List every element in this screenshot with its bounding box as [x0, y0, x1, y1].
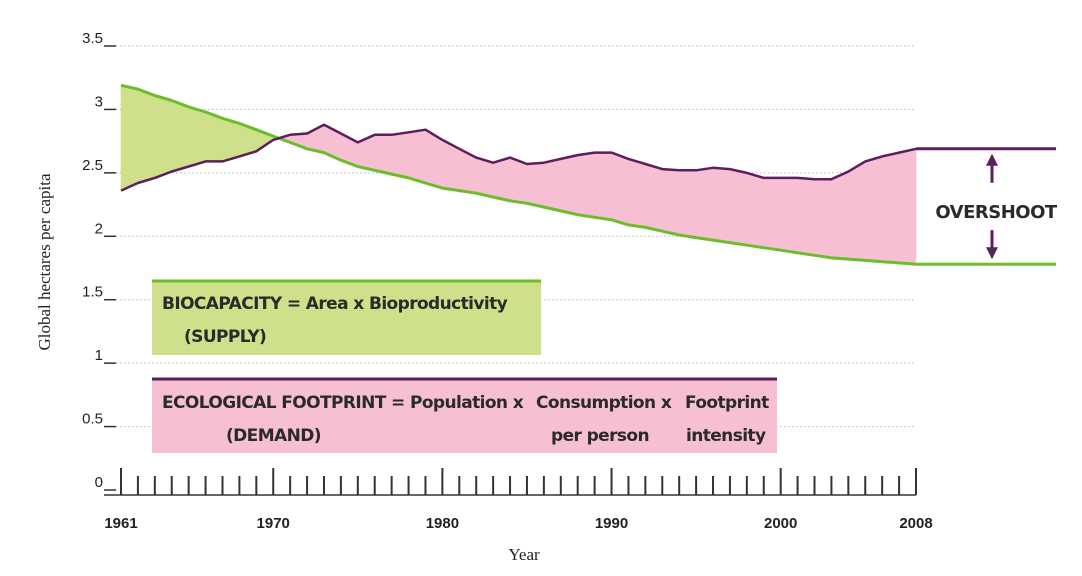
biocapacity-box-background [152, 280, 541, 355]
gap-area-segment [120, 84, 139, 192]
y-tick-label: 2 [95, 220, 103, 237]
gap-area-segment [577, 152, 595, 218]
x-axis-title: Year [508, 545, 540, 564]
x-tick-label: 1980 [426, 515, 459, 532]
overshoot-label: OVERSHOOT [935, 202, 1058, 223]
footprint-box: ECOLOGICAL FOOTPRINT = Population x (DEM… [152, 377, 777, 453]
gap-area-segment [408, 129, 426, 184]
axes [104, 468, 917, 496]
footprint-formula-intensity: Footprint [685, 393, 769, 413]
gap-area-segment [526, 162, 545, 208]
gap-area-segment [391, 131, 409, 179]
gap-area-segment [848, 160, 866, 261]
biocapacity-supply: (SUPPLY) [184, 327, 266, 347]
biocapacity-line [120, 83, 917, 266]
x-tick-label: 1961 [104, 515, 137, 532]
gap-area-segment [898, 148, 917, 265]
y-tick-label: 0 [95, 474, 103, 491]
gap-area-segment [154, 95, 173, 179]
gap-area-segment [814, 178, 832, 259]
gap-area-segment [797, 177, 815, 256]
gap-area-segment [661, 168, 680, 236]
arrow-down-icon [986, 247, 998, 260]
gap-area-segment [475, 157, 494, 198]
chart-lines [120, 83, 917, 266]
x-tick-label: 2008 [899, 515, 932, 532]
footprint-formula-left: ECOLOGICAL FOOTPRINT = Population x [162, 393, 524, 413]
gap-area-segment [543, 158, 562, 212]
gap-area-segment [492, 157, 511, 202]
gap-area-segment [611, 152, 629, 226]
footprint-line [120, 123, 917, 192]
gap-area-segment [509, 157, 528, 204]
gap-area-segment [205, 111, 223, 162]
gap-area-segment [222, 117, 240, 162]
gap-area-segment [712, 167, 731, 243]
gap-area-segment [594, 152, 612, 221]
gap-area-segment [171, 100, 189, 172]
y-tick-label: 2.5 [82, 157, 103, 174]
gap-area-segment [746, 172, 765, 249]
chart-areas [120, 84, 917, 265]
footprint-intensity: intensity [686, 426, 766, 446]
footprint-formula-consumption: Consumption x [536, 393, 672, 413]
gap-area-segment [831, 171, 849, 260]
x-tick-label: 1970 [257, 515, 290, 532]
gap-area-segment [678, 170, 697, 238]
footprint-per-person: per person [551, 426, 649, 446]
footprint-demand: (DEMAND) [226, 426, 321, 446]
gap-area-segment [628, 158, 646, 228]
x-tick-label: 1990 [595, 515, 628, 532]
gap-area-segment [729, 168, 748, 246]
y-tick-label: 1 [95, 347, 103, 364]
gap-area-segment [645, 163, 663, 232]
y-tick-label: 0.5 [82, 411, 103, 428]
gap-area-segment [695, 167, 714, 241]
biocapacity-formula: BIOCAPACITY = Area x Bioproductivity [162, 294, 508, 314]
gap-area-segment [763, 177, 781, 251]
y-axis-title: Global hectares per capita [35, 173, 54, 350]
y-tick-label: 3 [95, 93, 103, 110]
gap-area-segment [780, 177, 798, 254]
y-tick-label: 1.5 [82, 284, 103, 301]
gap-area-segment [864, 155, 883, 262]
gap-area-segment [188, 106, 206, 167]
arrow-up-icon [986, 153, 998, 166]
gap-area-segment [137, 88, 156, 184]
overshoot-annotation: OVERSHOOT [916, 147, 1058, 266]
y-tick-label: 3.5 [82, 30, 103, 47]
x-tick-label: 2000 [764, 515, 797, 532]
y-tick-labels: 0 0.5 1 1.5 2 2.5 3 3.5 [82, 30, 103, 491]
x-tick-labels: 1961 1970 1980 1990 2000 2008 [104, 515, 932, 532]
biocapacity-box: BIOCAPACITY = Area x Bioproductivity (SU… [152, 279, 541, 355]
gap-area-segment [560, 154, 579, 216]
footprint-box-background [152, 378, 777, 453]
gap-area-segment [374, 134, 392, 175]
gap-area-segment [881, 152, 900, 264]
